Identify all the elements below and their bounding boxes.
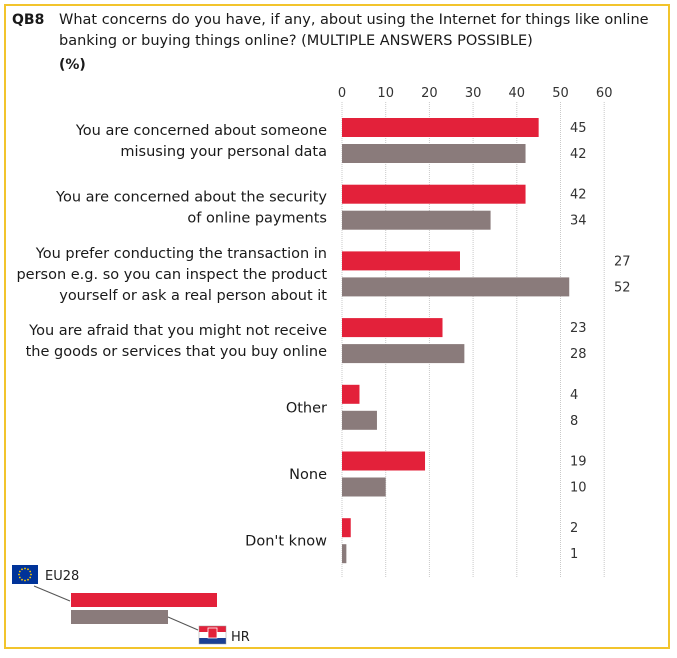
value-label: 19 <box>570 455 587 470</box>
bar-hr <box>342 277 570 297</box>
legend-label-eu28: EU28 <box>45 569 79 584</box>
category-label: misusing your personal data <box>120 144 327 160</box>
tick-label: 10 <box>377 86 394 101</box>
value-label: 42 <box>570 188 587 203</box>
value-label: 28 <box>570 347 587 362</box>
value-label: 8 <box>570 414 578 429</box>
category-label: You are concerned about someone <box>75 123 327 139</box>
legend-connector <box>33 585 71 602</box>
eu-flag-star <box>27 568 29 571</box>
legend-connector <box>167 616 199 631</box>
eu-flag-icon <box>12 565 38 584</box>
category-label: You prefer conducting the transaction in <box>35 246 327 262</box>
category-label: yourself or ask a real person about it <box>59 288 327 304</box>
category-label: person e.g. so you can inspect the produ… <box>16 267 327 283</box>
legend-swatch-eu28 <box>71 593 217 607</box>
value-label: 2 <box>570 521 578 536</box>
category-label: the goods or services that you buy onlin… <box>26 344 327 360</box>
category-label: Don't know <box>245 534 327 550</box>
value-label: 42 <box>570 147 587 162</box>
eu-flag-star <box>30 573 32 576</box>
legend-label-hr: HR <box>231 630 250 645</box>
bar-eu28 <box>342 451 426 471</box>
unit-label: (%) <box>59 57 86 73</box>
bar-hr <box>342 144 526 163</box>
value-label: 23 <box>570 321 587 336</box>
value-label: 27 <box>614 254 631 269</box>
tick-label: 30 <box>465 86 482 101</box>
bar-hr <box>342 410 377 430</box>
bar-hr <box>342 344 465 364</box>
eu-flag-star <box>21 568 23 571</box>
eu-flag-star <box>24 579 26 582</box>
eu-flag-star <box>18 573 20 576</box>
value-label: 1 <box>570 547 578 562</box>
bar-hr <box>342 544 347 564</box>
croatia-flag-border <box>198 625 227 645</box>
eu-flag-star <box>29 570 32 573</box>
eu-flag-star <box>29 576 32 579</box>
tick-label: 40 <box>509 86 526 101</box>
value-label: 4 <box>570 388 578 403</box>
bar-eu28 <box>342 518 351 538</box>
bar-eu28 <box>342 251 460 271</box>
bar-eu28 <box>342 118 539 137</box>
bar-eu28 <box>342 384 360 404</box>
eu-flag-star <box>24 567 26 570</box>
category-label: None <box>289 467 327 483</box>
tick-label: 0 <box>338 86 346 101</box>
value-label: 52 <box>614 280 631 295</box>
value-label: 45 <box>570 121 587 136</box>
legend-swatch-hr <box>71 610 168 624</box>
category-label: Other <box>286 400 327 416</box>
croatia-flag-shield <box>207 627 218 639</box>
tick-label: 60 <box>596 86 613 101</box>
bar-eu28 <box>342 184 526 204</box>
value-label: 34 <box>570 214 587 229</box>
category-label: You are afraid that you might not receiv… <box>28 323 327 339</box>
category-label: of online payments <box>187 211 327 227</box>
question-text: What concerns do you have, if any, about… <box>59 12 649 49</box>
value-label: 10 <box>570 481 587 496</box>
eu-flag-star <box>18 570 21 573</box>
tick-label: 50 <box>552 86 569 101</box>
category-label: You are concerned about the security <box>55 190 327 206</box>
bar-eu28 <box>342 318 443 338</box>
eu-flag-star <box>21 578 23 581</box>
eu-flag-star <box>27 578 29 581</box>
chart-frame <box>4 4 670 649</box>
bar-hr <box>342 210 491 230</box>
question-id: QB8 <box>12 12 45 28</box>
tick-label: 20 <box>421 86 438 101</box>
croatia-flag-stripe <box>199 638 226 644</box>
bar-hr <box>342 477 386 497</box>
eu-flag-star <box>18 576 21 579</box>
